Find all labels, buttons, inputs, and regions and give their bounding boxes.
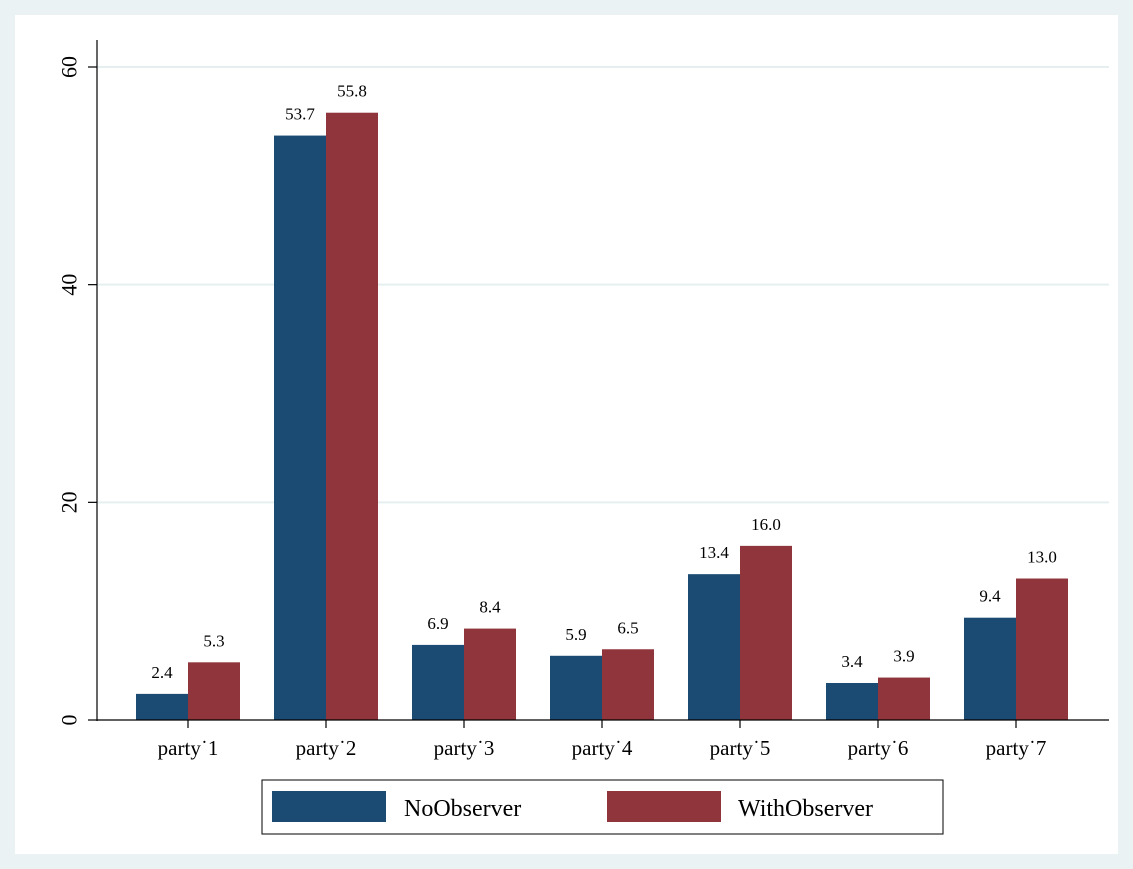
bar-noobserver-3 [412, 644, 464, 720]
bar-noobserver-2 [274, 135, 326, 720]
bar-withobserver-2 [326, 112, 378, 720]
data-label: 5.9 [565, 625, 586, 644]
bar-noobserver-7 [964, 617, 1016, 720]
legend-label-withobserver: WithObserver [738, 796, 873, 822]
x-category-label: party˙5 [710, 736, 771, 760]
data-label: 6.9 [427, 614, 448, 633]
data-label: 2.4 [151, 663, 173, 682]
bar-withobserver-6 [878, 677, 930, 720]
x-category-label: party˙3 [434, 736, 495, 760]
x-category-label: party˙7 [986, 736, 1047, 760]
x-axis-ticks: party˙1 party˙2 party˙3 party˙4 party˙5 party… [158, 720, 1047, 760]
bar-withobserver-3 [464, 628, 516, 720]
bar-noobserver-4 [550, 655, 602, 720]
data-label: 5.3 [203, 631, 224, 650]
data-label: 55.8 [337, 82, 367, 101]
data-label: 3.4 [841, 652, 863, 671]
legend-swatch-withobserver [607, 791, 721, 822]
y-tick-label: 60 [57, 56, 82, 78]
y-tick-label: 40 [57, 274, 82, 296]
bar-withobserver-7 [1016, 578, 1068, 720]
x-category-label: party˙6 [848, 736, 909, 760]
grid-lines [97, 66, 1109, 504]
data-labels: 2.4 5.3 53.7 55.8 6.9 8.4 5.9 6.5 13.4 16.0 3.4 3.9… [151, 82, 1057, 682]
bars [136, 112, 1068, 720]
data-label: 13.4 [699, 543, 729, 562]
bar-withobserver-5 [740, 545, 792, 720]
x-category-label: party˙4 [572, 736, 633, 760]
data-label: 6.5 [617, 618, 638, 637]
data-label: 9.4 [979, 587, 1001, 606]
x-category-label: party˙1 [158, 736, 219, 760]
legend-label-noobserver: NoObserver [404, 796, 521, 822]
bar-withobserver-4 [602, 649, 654, 720]
bar-withobserver-1 [188, 662, 240, 720]
y-tick-label: 0 [57, 715, 82, 726]
y-tick-label: 20 [57, 491, 82, 513]
data-label: 3.9 [893, 647, 914, 666]
data-label: 13.0 [1027, 548, 1057, 567]
bar-noobserver-6 [826, 682, 878, 720]
data-label: 8.4 [479, 598, 501, 617]
legend: NoObserver WithObserver [261, 779, 944, 835]
x-category-label: party˙2 [296, 736, 357, 760]
legend-swatch-noobserver [272, 791, 386, 822]
bar-noobserver-1 [136, 693, 188, 720]
data-label: 16.0 [751, 515, 781, 534]
plot-region-background [15, 15, 1118, 854]
data-label: 53.7 [285, 105, 315, 124]
bar-noobserver-5 [688, 574, 740, 720]
y-axis-ticks: 0 20 40 60 [57, 56, 97, 726]
